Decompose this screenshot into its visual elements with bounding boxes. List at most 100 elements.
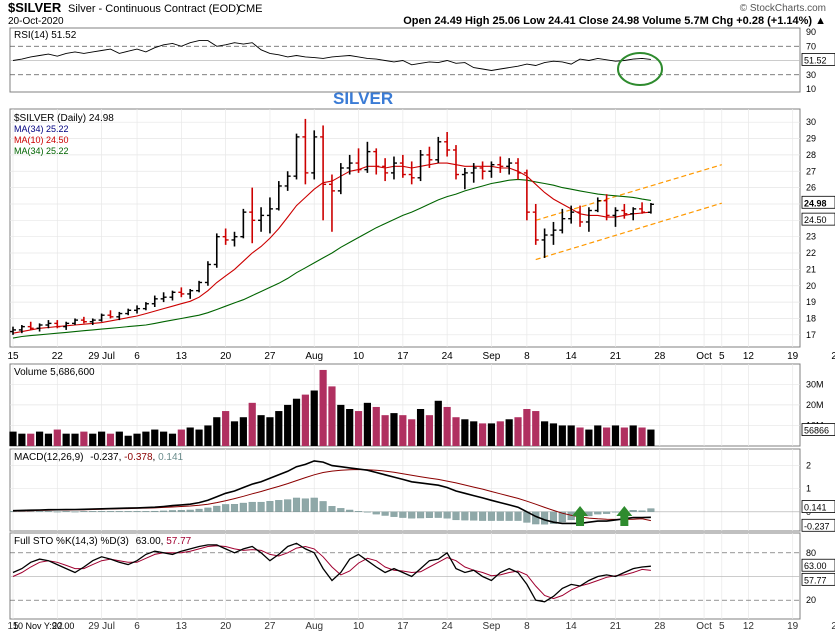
- price-bar-22: [204, 261, 211, 286]
- macd-hist-3: [36, 511, 44, 513]
- price-tick-21: 21: [806, 264, 816, 274]
- rsi-tick-30: 30: [806, 70, 816, 80]
- signal-legend-value: -0.378: [124, 452, 153, 463]
- price-bar-54: [488, 161, 495, 178]
- price-bar-28: [258, 207, 265, 232]
- volume-bar-34: [310, 390, 318, 446]
- x-tick-2: 29 Jul: [88, 351, 115, 362]
- price-bar-47: [426, 146, 433, 168]
- price-bar-20: [187, 289, 194, 299]
- macd-legend-sep1: ,: [119, 452, 125, 463]
- x-tick-bottom-6: 27: [264, 621, 276, 632]
- price-bar-57: [515, 158, 522, 180]
- price-bar-35: [320, 125, 327, 221]
- price-bar-62: [559, 208, 566, 234]
- volume-tick-20M: 20M: [806, 400, 824, 410]
- volume-bar-58: [523, 409, 531, 446]
- sto-d-last-value-box: [801, 572, 835, 586]
- price-last-value-box: [801, 195, 835, 209]
- volume-bar-28: [257, 415, 265, 446]
- price-bar-26: [240, 208, 247, 239]
- x-tick-bottom-11: Sep: [483, 621, 501, 632]
- macd-hist-25: [230, 504, 239, 512]
- macd-hist-39: [354, 511, 363, 513]
- macd-hist-26: [239, 502, 247, 512]
- price-bar-27: [249, 187, 256, 244]
- price-bar-3: [36, 323, 43, 332]
- volume-bar-0: [9, 431, 17, 446]
- price-tick-28: 28: [806, 150, 816, 160]
- volume-last-value: 56866: [804, 426, 829, 436]
- macd-hist-7: [71, 511, 79, 513]
- macd-hist-44: [399, 511, 407, 518]
- macd-hist-46: [417, 511, 425, 519]
- macd-hist-22: [204, 507, 212, 512]
- ma10-last-value: 24.50: [804, 215, 827, 225]
- macd-hist-66: [594, 511, 602, 515]
- volume-bar-17: [160, 431, 168, 446]
- macd-tick-2: 2: [806, 461, 811, 471]
- x-tick-17: 5: [719, 351, 725, 362]
- macd-hist-67: [603, 511, 611, 514]
- macd-last-value-box: [801, 518, 835, 532]
- volume-bar-32: [292, 398, 301, 446]
- volume-bar-25: [230, 421, 239, 446]
- price-bar-11: [107, 310, 114, 319]
- x-tick-bottom-13: 14: [566, 621, 578, 632]
- volume-bar-60: [541, 421, 549, 446]
- sto-tick-20: 20: [806, 595, 816, 605]
- price-bar-1: [18, 325, 25, 334]
- price-tick-26: 26: [806, 183, 816, 193]
- macd-hist-24: [222, 504, 230, 512]
- price-bar-56: [506, 158, 513, 175]
- volume-bar-19: [177, 429, 185, 446]
- price-bar-50: [453, 145, 459, 180]
- macd-hist-45: [408, 511, 416, 519]
- volume-bar-26: [239, 417, 247, 446]
- volume-bar-1: [18, 433, 26, 446]
- price-bar-0: [10, 326, 16, 335]
- volume-bar-72: [647, 429, 655, 446]
- volume-bar-38: [346, 409, 354, 446]
- price-panel: [9, 108, 801, 348]
- volume-bar-9: [89, 433, 97, 446]
- price-bar-67: [603, 194, 610, 221]
- price-bar-69: [621, 203, 628, 219]
- price-bar-49: [444, 131, 451, 157]
- channel-lower: [535, 202, 722, 261]
- volume-bar-56: [505, 419, 513, 446]
- rsi-panel: [9, 27, 801, 93]
- macd-hist-50: [452, 511, 460, 521]
- macd-hist-last-value-box: [801, 500, 835, 513]
- macd-hist-71: [638, 510, 646, 512]
- x-tick-15: 28: [654, 351, 666, 362]
- price-last-value: 24.98: [804, 198, 827, 208]
- x-tick-bottom-19: 19: [787, 621, 799, 632]
- x-tick-bottom-20: 26: [831, 621, 835, 632]
- volume-bar-68: [611, 425, 620, 446]
- sto-d-last-value: 57.77: [804, 575, 827, 585]
- macd-hist-28: [257, 501, 265, 512]
- x-tick-bottom-9: 17: [397, 621, 409, 632]
- volume-bar-7: [71, 433, 79, 446]
- price-bar-60: [541, 228, 548, 258]
- volume-bar-63: [567, 425, 575, 446]
- price-tick-22: 22: [806, 248, 816, 258]
- price-bar-15: [142, 302, 149, 311]
- price-bar-46: [417, 149, 424, 182]
- macd-hist-15: [142, 511, 150, 513]
- price-bar-17: [160, 292, 167, 303]
- macd-hist-32: [292, 497, 301, 512]
- macd-hist-29: [266, 501, 274, 512]
- rsi-tick-70: 70: [806, 41, 816, 51]
- rsi-legend: RSI(14) 51.52: [14, 30, 77, 41]
- sto-k-last-value: 63.00: [804, 561, 827, 571]
- volume-bar-4: [44, 433, 53, 446]
- macd-hist-31: [284, 499, 292, 512]
- x-tick-10: 24: [442, 351, 454, 362]
- volume-bar-33: [301, 394, 309, 446]
- volume-bar-21: [195, 429, 203, 446]
- price-bar-18: [169, 290, 176, 301]
- price-bar-30: [275, 181, 282, 211]
- macd-hist-60: [541, 511, 549, 525]
